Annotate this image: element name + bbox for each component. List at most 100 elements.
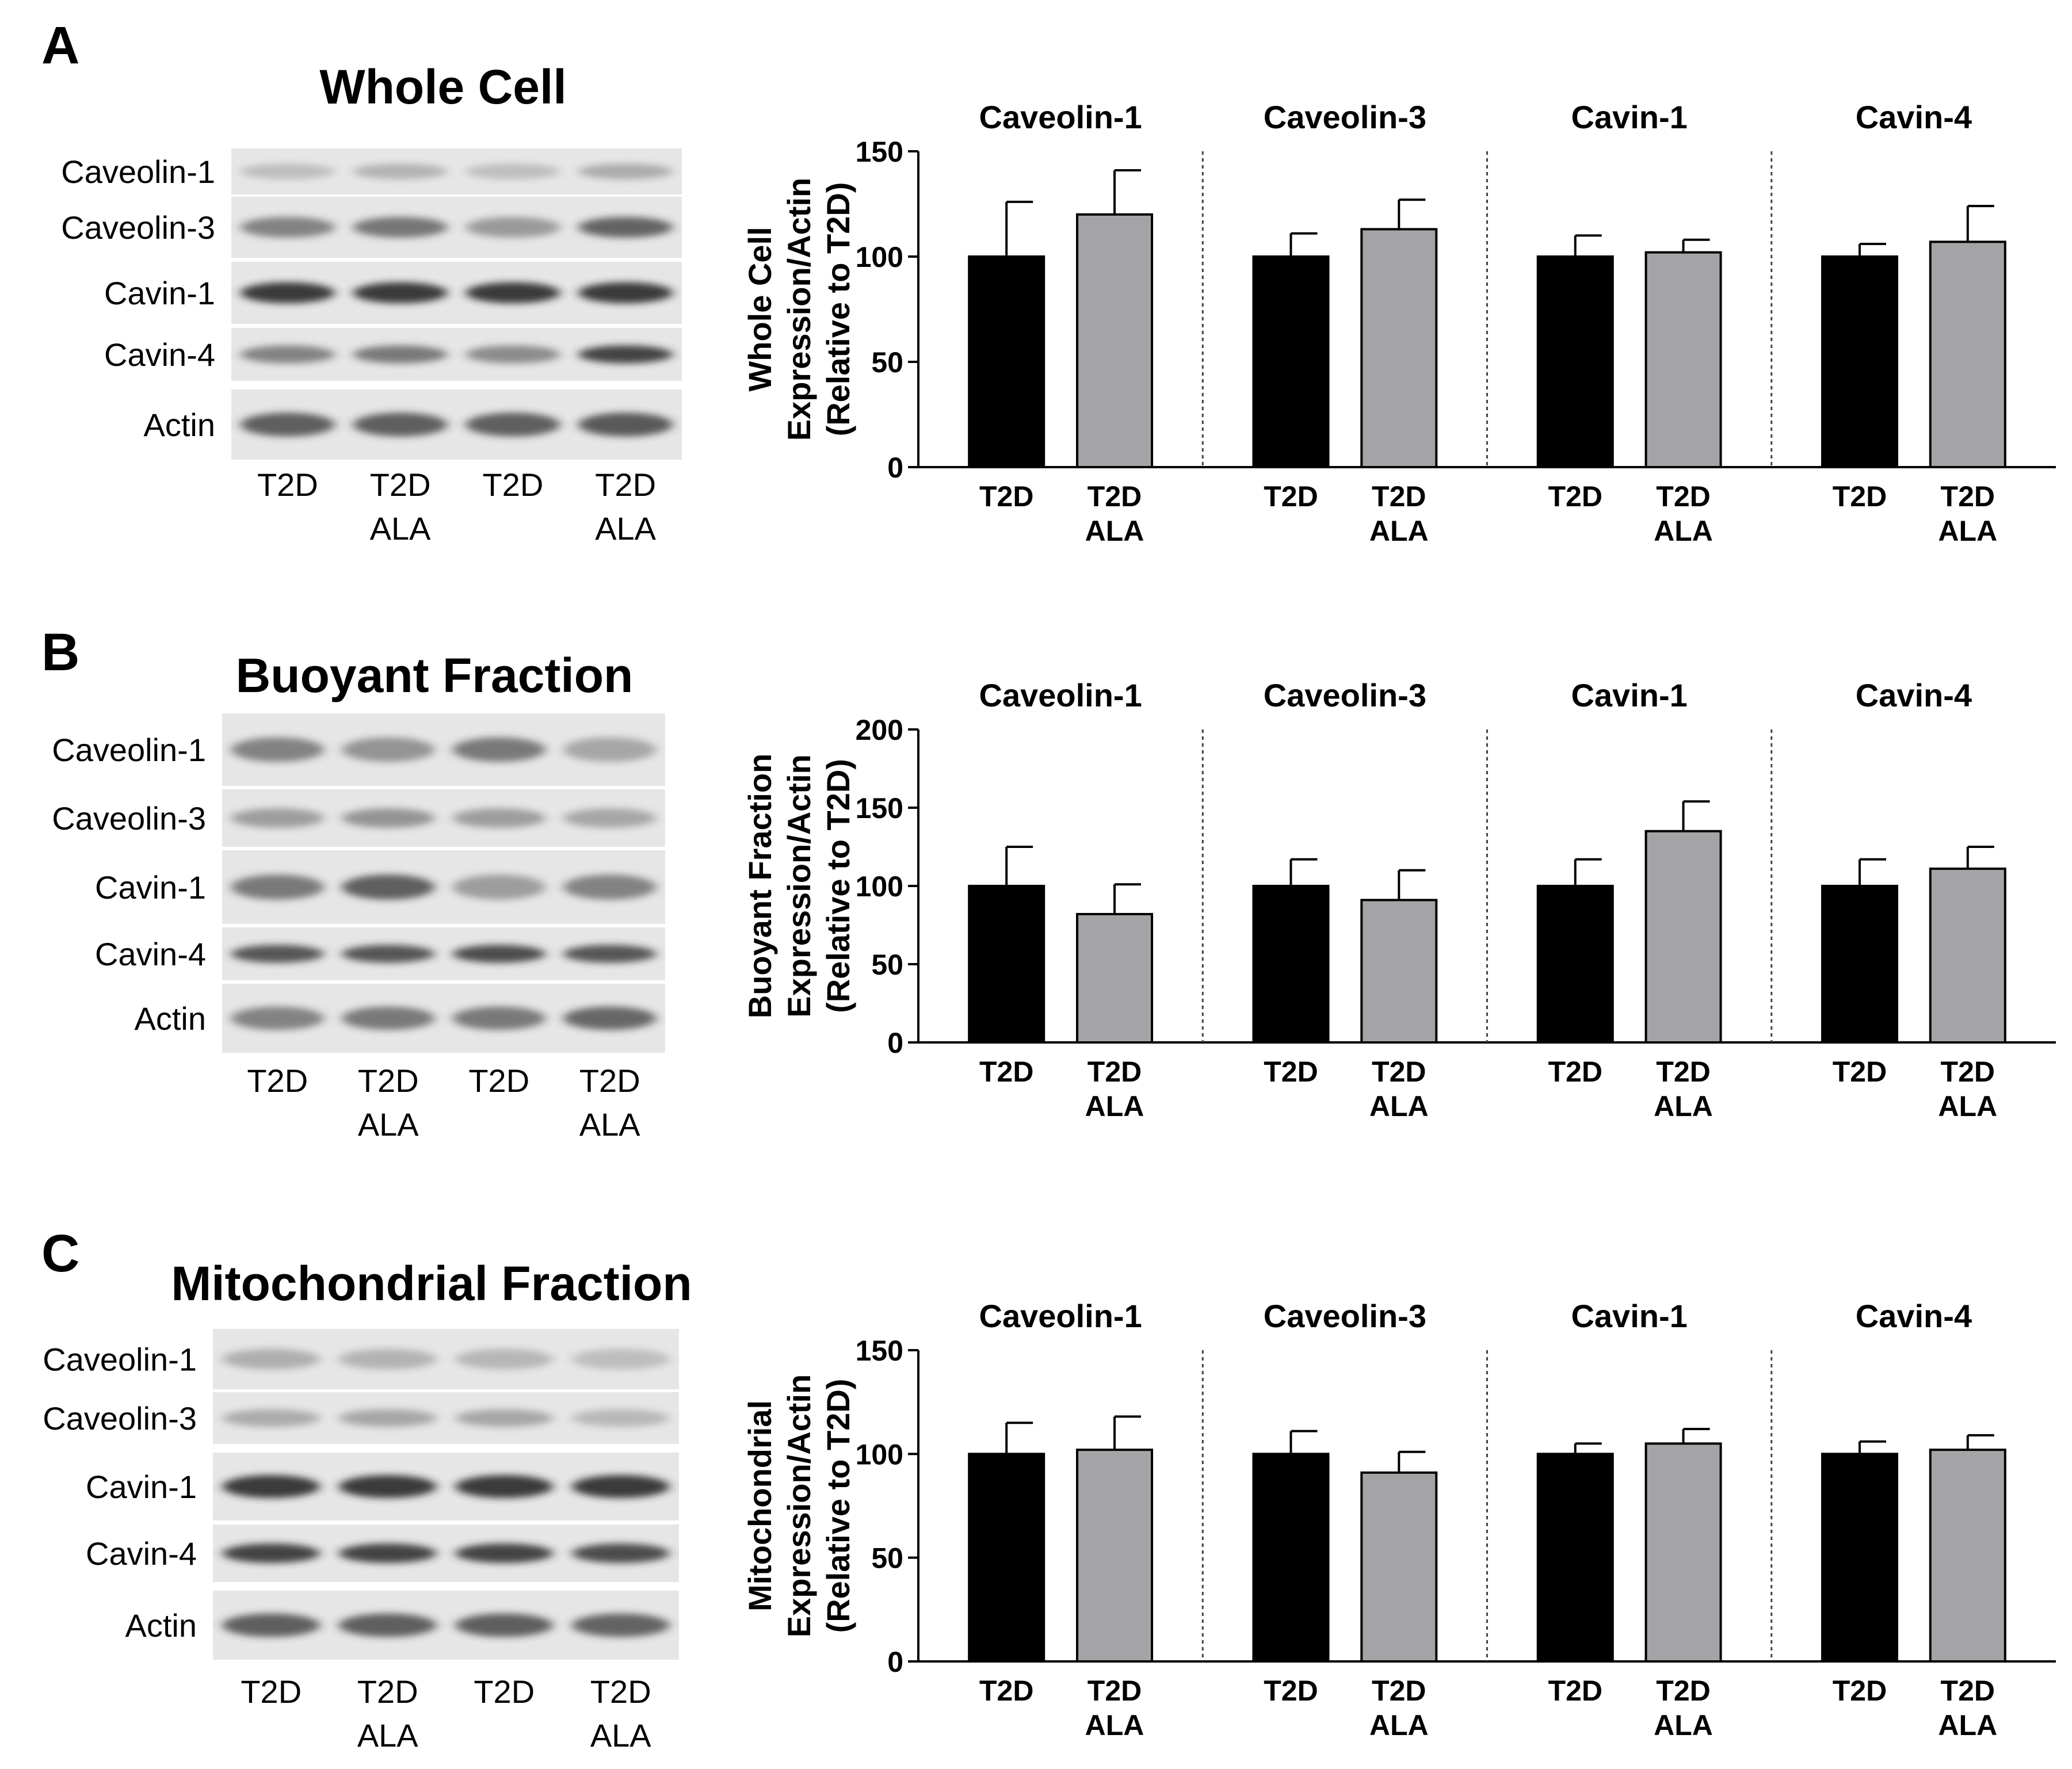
x-tick-label: ALA — [1654, 515, 1713, 547]
blot-band — [563, 945, 657, 963]
blot-band — [563, 808, 657, 828]
blot-row-label: Cavin-4 — [95, 936, 206, 972]
group-title: Caveolin-3 — [1264, 677, 1426, 713]
blot-lane-label: T2D — [357, 1674, 418, 1710]
group-title: Caveolin-3 — [1264, 99, 1426, 135]
y-tick-label: 100 — [856, 870, 903, 903]
y-axis-label: Whole CellExpression/Actin(Relative to T… — [742, 178, 856, 441]
blot-band — [240, 345, 335, 364]
y-axis-label-line: Expression/Actin — [781, 178, 817, 441]
x-tick-label: ALA — [1085, 1709, 1144, 1741]
blot-lane-label: ALA — [590, 1717, 651, 1753]
blot-band — [353, 216, 448, 238]
blot-band — [222, 1613, 320, 1637]
bar-t2d — [968, 1453, 1045, 1663]
blot-title: Whole Cell — [319, 60, 566, 114]
panel-letter: A — [41, 16, 79, 75]
blot-band — [341, 808, 435, 828]
bar-t2d-ala — [1360, 899, 1438, 1044]
blot-band — [563, 737, 657, 762]
blot-band — [571, 1409, 670, 1427]
x-tick-label: T2D — [1548, 1056, 1602, 1088]
blot-band — [231, 808, 325, 828]
blot-lane-label: ALA — [358, 1106, 419, 1143]
group-title: Cavin-4 — [1856, 1298, 1972, 1334]
blot-lane-label: T2D — [241, 1674, 302, 1710]
x-tick-label: T2D — [1087, 480, 1142, 513]
x-tick-label: ALA — [1654, 1709, 1713, 1741]
bar-t2d — [1821, 1453, 1898, 1663]
group-title: Cavin-4 — [1856, 677, 1972, 713]
x-tick-label: ALA — [1938, 515, 1997, 547]
blot-row-label: Caveolin-1 — [61, 154, 215, 190]
group-title: Cavin-1 — [1571, 1298, 1687, 1334]
blot-band — [455, 1543, 554, 1563]
y-axis-label: Buoyant FractionExpression/Actin(Relativ… — [742, 754, 856, 1018]
blot-band — [465, 412, 560, 437]
blot-band — [455, 1409, 554, 1427]
x-tick-label: T2D — [1941, 480, 1995, 513]
blot-band — [222, 1543, 320, 1563]
blot-band — [353, 412, 448, 437]
x-tick-label: T2D — [1264, 480, 1318, 513]
y-tick-label: 200 — [856, 714, 903, 746]
blot-band — [231, 737, 325, 762]
blot-row-label: Cavin-1 — [95, 869, 206, 905]
blot-row: Actin — [144, 389, 682, 460]
y-tick-label: 50 — [871, 1542, 903, 1575]
western-blot: Whole Cell Caveolin-1 Caveolin-3 Cavin-1 Cav… — [61, 60, 682, 547]
blot-title: Mitochondrial Fraction — [171, 1256, 692, 1310]
group-title: Caveolin-1 — [979, 99, 1142, 135]
blot-row: Cavin-4 — [95, 927, 665, 980]
blot-lane-label: T2D — [257, 467, 318, 503]
blot-band — [452, 737, 546, 762]
blot-row: Caveolin-1 — [61, 148, 682, 194]
blot-band — [222, 1474, 320, 1499]
bar-t2d-ala — [1360, 228, 1438, 468]
blot-row: Caveolin-3 — [61, 197, 682, 258]
bar-chart: Whole CellExpression/Actin(Relative to T… — [742, 99, 2056, 547]
y-tick-label: 50 — [871, 346, 903, 379]
blot-row: Caveolin-1 — [52, 713, 665, 786]
blot-lane-label: T2D — [358, 1063, 419, 1099]
x-tick-label: T2D — [1656, 480, 1710, 513]
x-tick-label: T2D — [1372, 1675, 1426, 1707]
bar-t2d-ala — [1076, 912, 1154, 1044]
bar-chart: MitochondrialExpression/Actin(Relative t… — [742, 1298, 2056, 1741]
blot-band — [455, 1474, 554, 1499]
blot-row-label: Actin — [144, 407, 216, 443]
bar-t2d-ala — [1360, 1471, 1438, 1663]
blot-row-label: Actin — [125, 1607, 197, 1644]
blot-band — [455, 1348, 554, 1370]
panel-c: C Mitochondrial Fraction Caveolin-1 Caveoli… — [41, 1224, 2056, 1753]
blot-band — [222, 1409, 320, 1427]
blot-band — [578, 216, 673, 238]
bar-t2d-ala — [1076, 1449, 1154, 1663]
x-tick-label: T2D — [1656, 1056, 1710, 1088]
blot-lane-label: ALA — [357, 1717, 418, 1753]
bar-t2d — [1536, 255, 1614, 468]
blot-band — [578, 163, 673, 179]
blot-lane-label: T2D — [247, 1063, 308, 1099]
blot-band — [338, 1348, 437, 1370]
bar-t2d — [1252, 1453, 1330, 1663]
blot-band — [353, 345, 448, 364]
blot-row-label: Cavin-1 — [104, 275, 215, 311]
blot-band — [452, 1006, 546, 1030]
panels-root: A Whole Cell Caveolin-1 Caveolin-3 Cavin-1 Ca… — [41, 16, 2056, 1753]
blot-lane-label: T2D — [590, 1674, 651, 1710]
bar-t2d-ala — [1644, 830, 1722, 1044]
blot-band — [240, 282, 335, 304]
blot-lane-label: ALA — [370, 510, 431, 547]
blot-row-label: Caveolin-3 — [43, 1400, 197, 1436]
blot-band — [465, 282, 560, 304]
blot-band — [563, 874, 657, 900]
bar-t2d-ala — [1644, 1442, 1722, 1663]
group-title: Caveolin-1 — [979, 1298, 1142, 1334]
panel-b: B Buoyant Fraction Caveolin-1 Caveolin-3 Cav… — [41, 623, 2056, 1143]
